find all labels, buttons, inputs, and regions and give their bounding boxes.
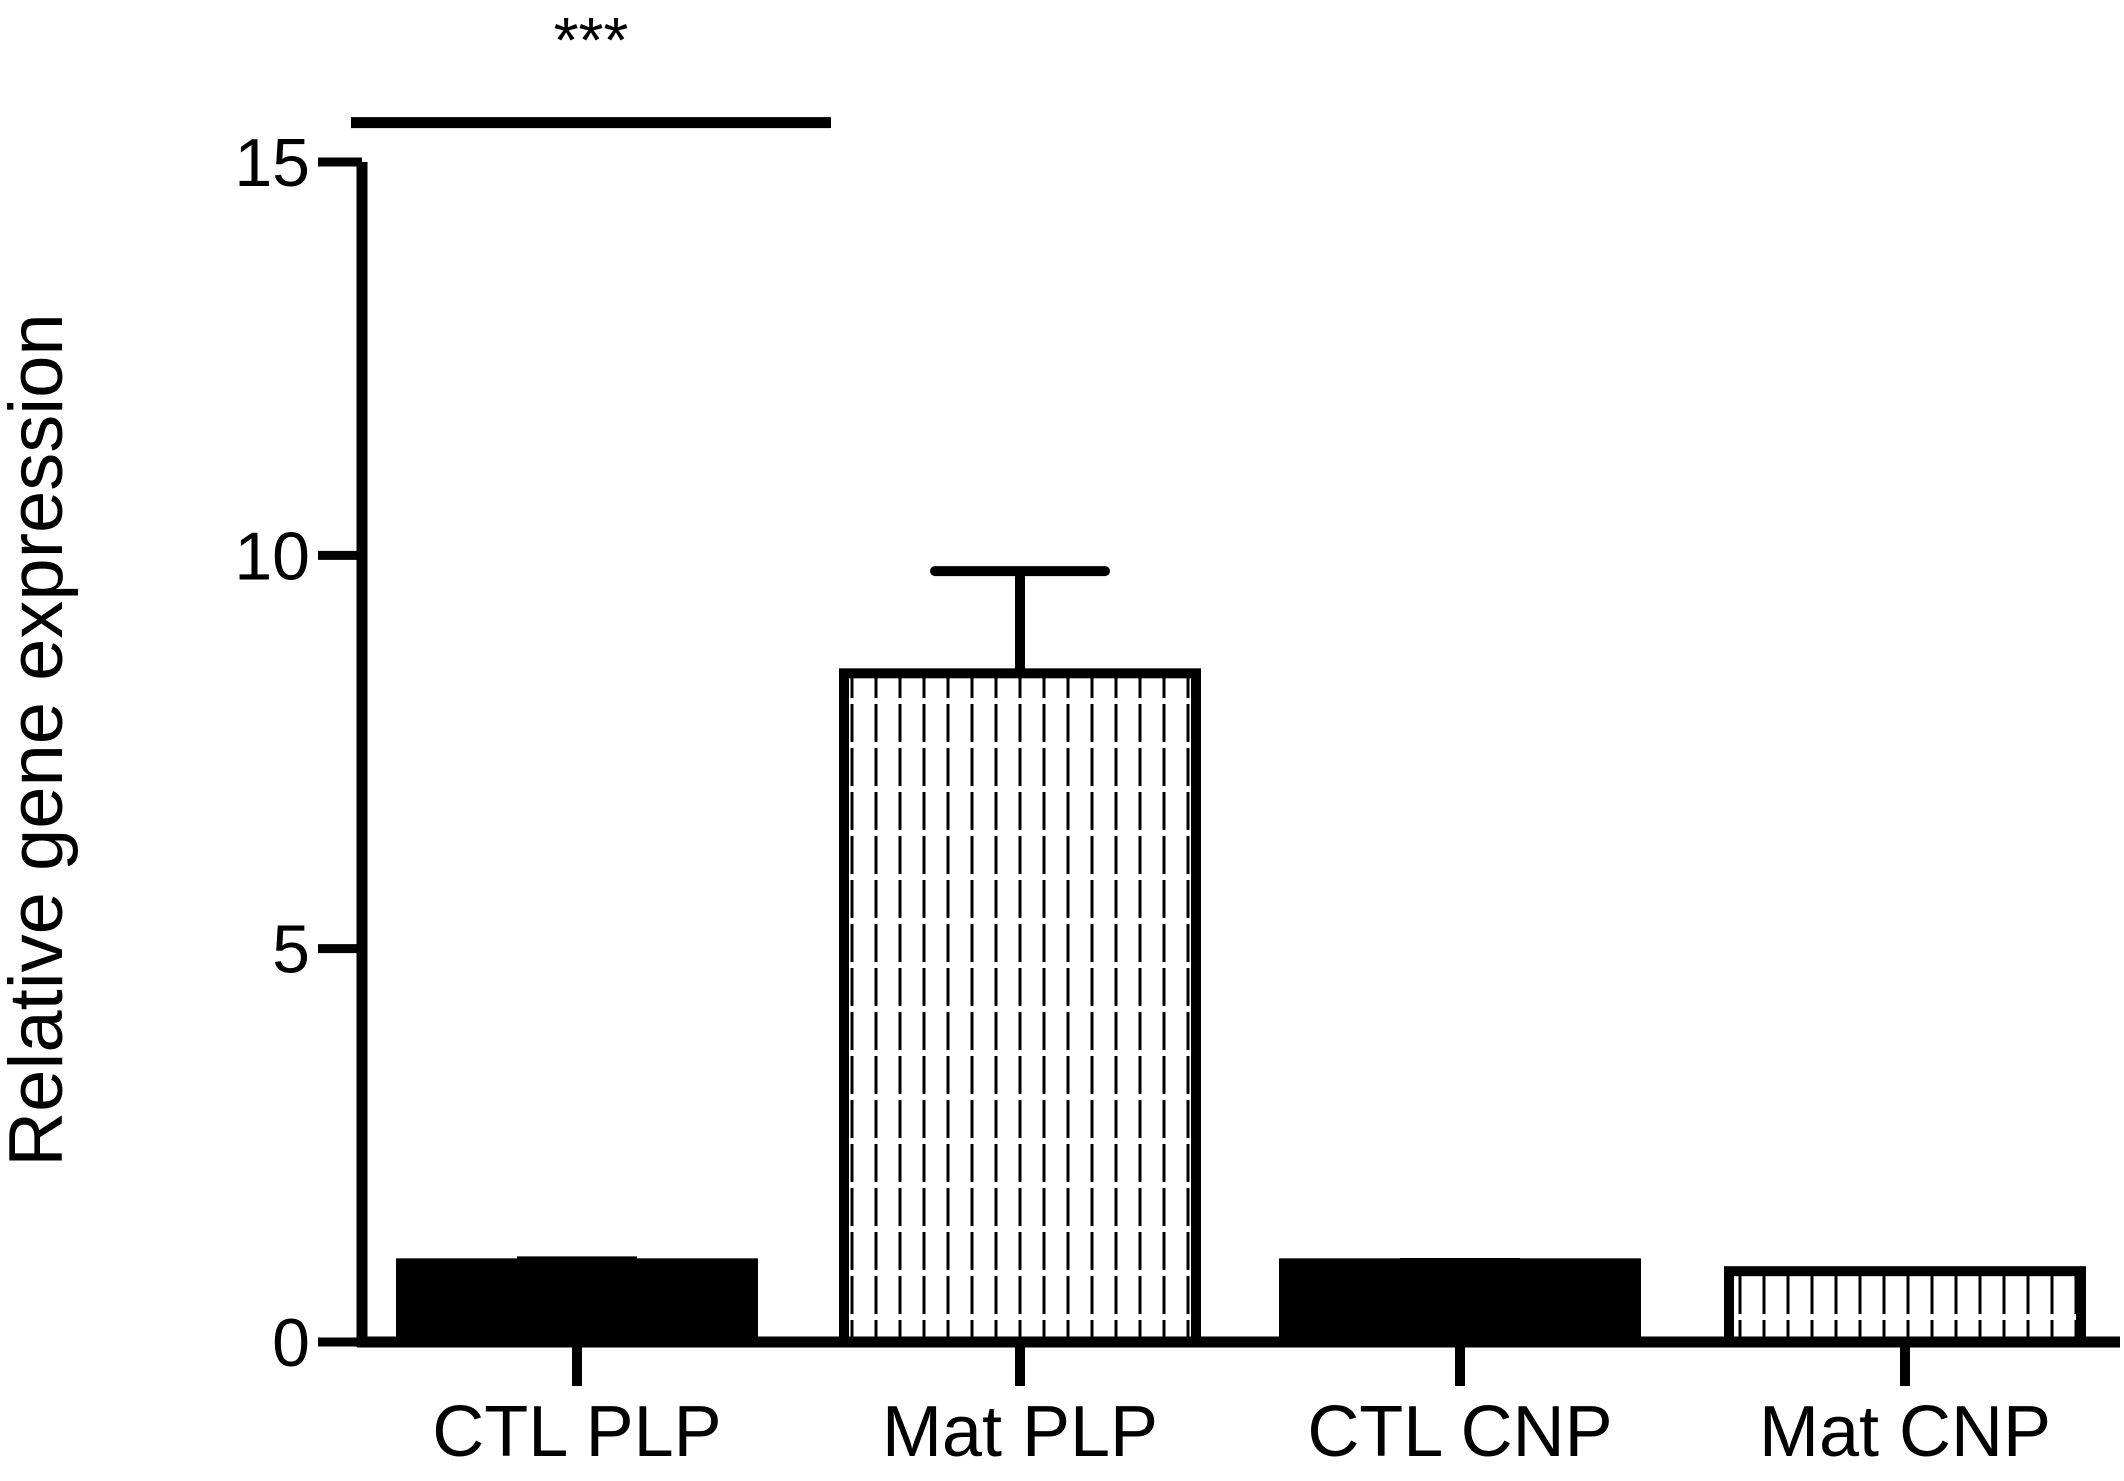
x-tick-label: Mat PLP — [882, 1392, 1158, 1472]
significance-label: *** — [554, 4, 629, 76]
y-tick-label: 5 — [272, 912, 310, 988]
x-tick-label: Mat CNP — [1759, 1392, 2051, 1472]
error-bars-layer — [517, 566, 1965, 1273]
axes-layer — [318, 117, 2120, 1386]
y-tick-label: 15 — [234, 125, 310, 201]
bar-mat-plp — [839, 668, 1201, 1347]
bars-layer — [396, 668, 2086, 1348]
y-tick-label: 0 — [272, 1305, 310, 1381]
bar-mat-cnp — [1724, 1266, 2086, 1347]
x-tick-label: CTL CNP — [1307, 1392, 1612, 1472]
y-axis-title: Relative gene expression — [0, 313, 79, 1166]
labels-layer: 0 5 10 15 CTL PLP Mat PLP CTL CNP Mat CNP *** — [234, 4, 2051, 1472]
y-tick-label: 10 — [234, 518, 310, 594]
bar-ctl-cnp — [1279, 1258, 1641, 1348]
bar-ctl-plp — [396, 1258, 758, 1348]
x-tick-label: CTL PLP — [432, 1392, 721, 1472]
